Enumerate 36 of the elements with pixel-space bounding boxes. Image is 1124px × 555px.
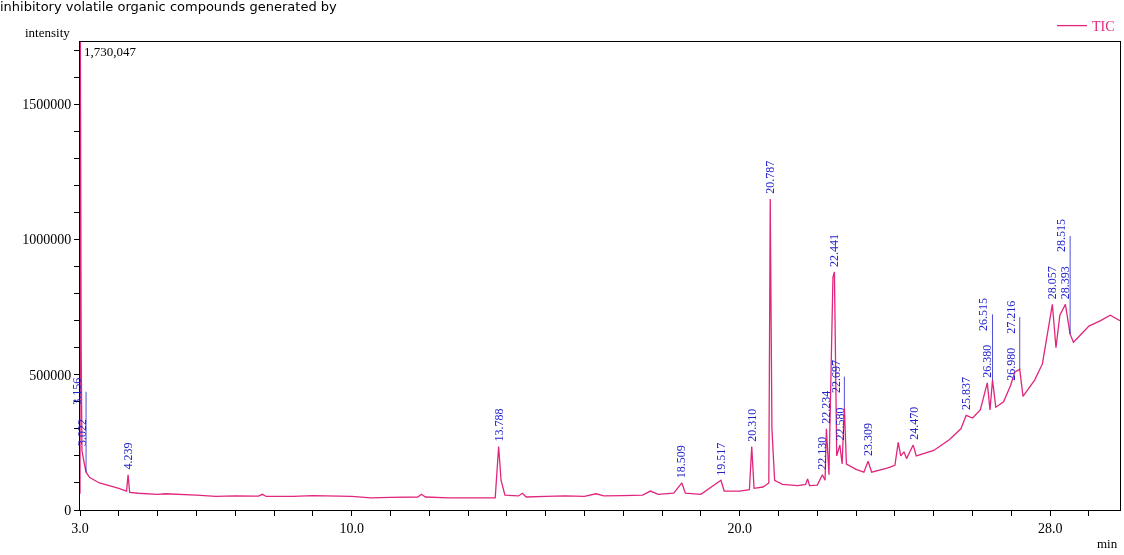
annotation: 28.515	[1054, 219, 1069, 253]
annotation: 22.441	[826, 233, 841, 267]
annotation: 22.580	[833, 407, 848, 441]
annotation: 18.509	[674, 445, 689, 479]
x-tick-label: 10.0	[339, 520, 364, 536]
annotation: 20.310	[744, 408, 759, 442]
x-tick-label: 3.0	[71, 520, 89, 536]
y-tick-label: 1500000	[22, 97, 72, 113]
line-series	[80, 42, 1120, 499]
annotation: 25.837	[959, 377, 974, 411]
y-axis-title: intensity	[25, 25, 71, 40]
annotation: 19.517	[714, 442, 729, 476]
annotation: 26.980	[1003, 347, 1018, 381]
annotation: 28.393	[1058, 266, 1073, 300]
annotation: 3.022	[74, 418, 89, 446]
legend-label: TIC	[1092, 19, 1115, 35]
y-tick-label: 500000	[29, 367, 72, 383]
annotation: 3.156	[70, 377, 85, 405]
annotation: 4.239	[120, 442, 135, 470]
x-tick-label: 28.0	[1037, 520, 1063, 536]
annotation: 26.515	[976, 297, 991, 331]
annotation: 28.057	[1045, 266, 1060, 300]
annotation: 13.788	[491, 408, 506, 442]
annotation: 27.216	[1003, 300, 1018, 334]
chart-title: inhibitory volatile organic compounds generated by	[0, 0, 338, 15]
annotation: 23.309	[861, 422, 876, 456]
x-tick-label: 20.0	[727, 520, 752, 536]
x-axis-title: min	[1097, 536, 1118, 551]
annotation: 20.787	[762, 160, 777, 194]
annotation: 26.380	[979, 344, 994, 378]
annotation: 22.697	[828, 359, 843, 393]
annotation: 1,730,047	[84, 44, 137, 59]
y-tick-label: 0	[64, 502, 72, 518]
annotation: 24.470	[906, 406, 921, 440]
y-tick-label: 1000000	[22, 232, 72, 248]
annotation: 22.130	[815, 436, 830, 470]
